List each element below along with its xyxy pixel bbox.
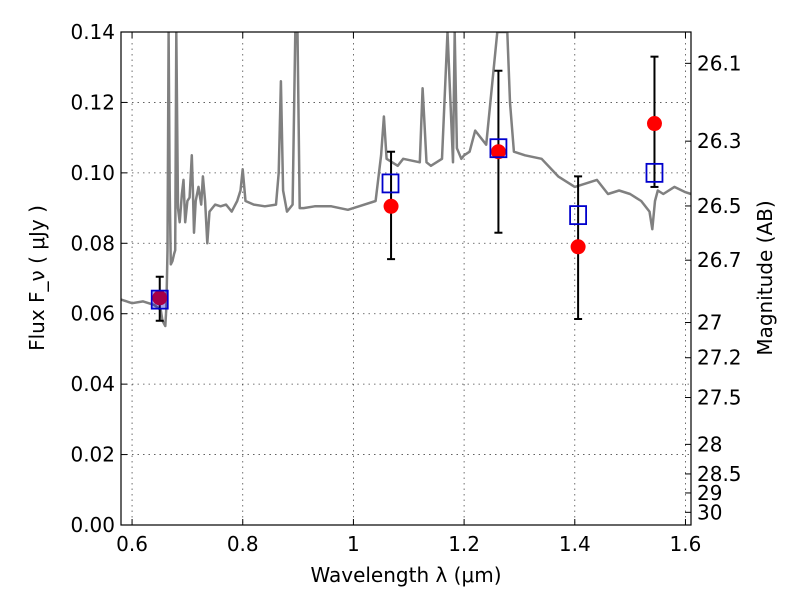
x-tick-label: 1.6 [670,532,702,556]
model-square [569,205,588,226]
right-tick-label: 29 [697,481,722,505]
y-axis-label: Flux F_ν ( μJy ) [25,205,49,351]
observed-point [383,198,399,214]
right-tick-label: 26.7 [697,248,742,272]
y-tick-label: 0.14 [70,20,115,44]
model-square [381,173,400,194]
grid-lines [121,31,691,526]
right-tick-label: 27.2 [697,346,742,370]
y-tick-label: 0.00 [70,513,115,537]
y-tick-label: 0.08 [70,231,115,255]
model-square [150,289,169,310]
right-tick-label: 30 [697,500,722,524]
axis-ticks: 0.6 0.8 1 1.2 1.4 1.6 0.00 0.02 0.04 0.06 0.08 0.10… [70,20,741,556]
right-tick-label: 26.3 [697,129,742,153]
overlap-tint [152,291,167,308]
plot-area [121,32,691,328]
x-tick-label: 1 [347,532,360,556]
right-tick-label: 26.1 [697,51,742,75]
observed-point [152,290,168,306]
y-tick-label: 0.02 [70,443,115,467]
right-tick-label: 28.5 [697,462,742,486]
right-tick-label: 27 [697,311,722,335]
spectrum-line [121,32,691,328]
observed-point [570,239,586,255]
right-axis-label: Magnitude (AB) [753,200,777,355]
observed-point [646,116,662,132]
model-square [489,138,508,159]
y-tick-label: 0.06 [70,302,115,326]
x-axis-label: Wavelength λ (μm) [310,563,501,587]
markers [150,55,664,322]
x-tick-label: 1.4 [559,532,591,556]
x-tick-label: 0.6 [116,532,148,556]
x-tick-label: 0.8 [227,532,259,556]
model-square [645,162,664,183]
plot-frame [120,31,692,526]
y-tick-label: 0.12 [70,90,115,114]
observed-point [490,144,506,160]
right-tick-label: 27.5 [697,386,742,410]
y-tick-label: 0.10 [70,161,115,185]
right-tick-label: 26.5 [697,194,742,218]
right-tick-label: 28 [697,432,722,456]
y-tick-label: 0.04 [70,372,115,396]
x-tick-label: 1.2 [448,532,480,556]
